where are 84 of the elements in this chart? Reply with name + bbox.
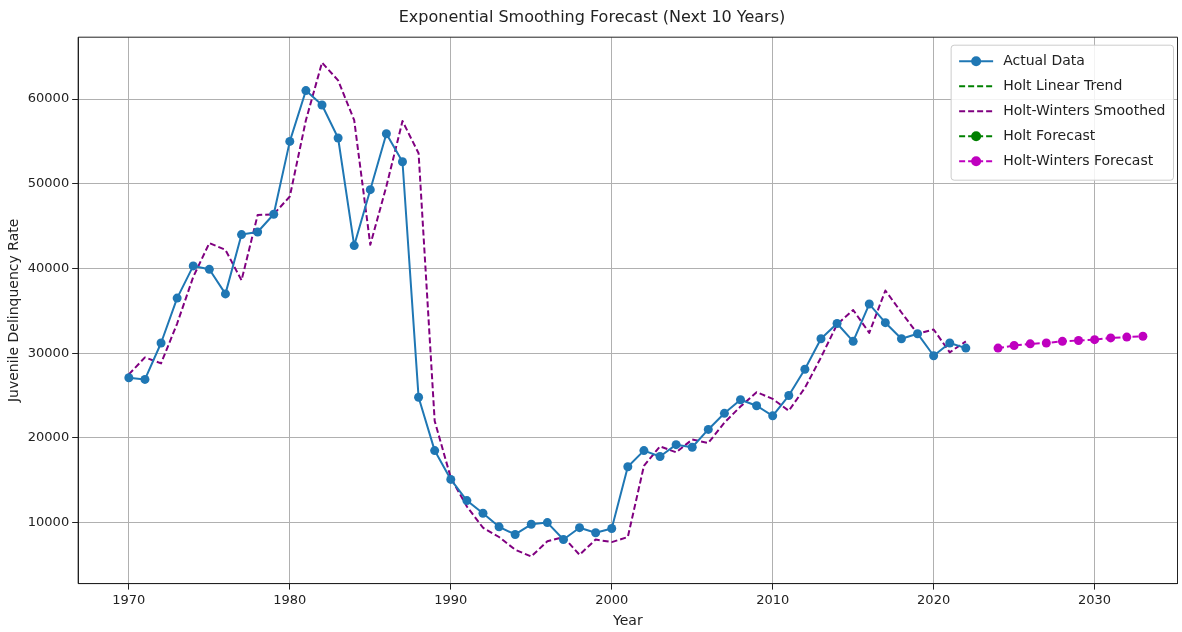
x-tick-label: 2020 — [917, 591, 951, 607]
point — [913, 329, 923, 339]
x-tick-label: 1990 — [434, 591, 468, 607]
y-axis-title: Juvenile Delinquency Rate — [5, 218, 22, 404]
legend-label: Holt-Winters Smoothed — [1003, 101, 1166, 118]
point — [301, 86, 311, 96]
point — [752, 401, 762, 411]
y-tick-label: 60000 — [27, 90, 70, 106]
point — [687, 442, 697, 452]
point — [896, 334, 906, 344]
point — [1074, 335, 1084, 345]
point — [880, 318, 890, 328]
legend-label: Holt-Winters Forecast — [1003, 151, 1154, 168]
point — [719, 408, 729, 418]
point — [1041, 338, 1051, 348]
point — [703, 424, 713, 434]
y-tick-label: 40000 — [27, 259, 70, 275]
point — [140, 374, 150, 384]
point — [961, 343, 971, 353]
x-axis-title: Year — [612, 612, 643, 629]
point — [414, 392, 424, 402]
point — [1057, 336, 1067, 346]
point — [494, 522, 504, 532]
point — [188, 261, 198, 271]
y-tick-label: 20000 — [27, 429, 70, 445]
point — [365, 185, 375, 195]
point — [204, 264, 214, 274]
legend-label: Holt Linear Trend — [1003, 76, 1123, 93]
point — [1122, 332, 1132, 342]
x-tick-label: 1980 — [273, 591, 307, 607]
point — [1009, 341, 1019, 351]
point — [1025, 339, 1035, 349]
point — [317, 100, 327, 110]
point — [784, 391, 794, 401]
point — [864, 299, 874, 309]
point — [220, 289, 230, 299]
x-tick-label: 1970 — [112, 591, 146, 607]
y-tick-label: 50000 — [27, 175, 70, 191]
point — [655, 452, 665, 462]
point — [237, 230, 247, 240]
point — [607, 524, 617, 534]
point — [736, 395, 745, 405]
y-tick-label: 30000 — [27, 344, 70, 360]
point — [172, 293, 182, 303]
x-tick-label: 2000 — [595, 591, 629, 607]
point — [269, 209, 279, 219]
point — [1106, 333, 1116, 343]
point — [929, 351, 939, 361]
point — [124, 373, 134, 383]
point — [832, 319, 842, 329]
point — [558, 535, 568, 545]
point — [462, 496, 472, 506]
point — [285, 136, 295, 146]
point — [1090, 335, 1100, 345]
point — [575, 523, 585, 533]
point — [639, 446, 649, 456]
x-tick-label: 2030 — [1078, 591, 1112, 607]
point — [349, 241, 359, 251]
legend-label: Holt Forecast — [1003, 126, 1096, 143]
point — [591, 528, 601, 538]
point — [768, 411, 778, 421]
point — [430, 446, 440, 456]
point — [156, 338, 166, 348]
point — [816, 334, 826, 344]
point — [478, 508, 488, 518]
legend-label: Actual Data — [1003, 51, 1085, 68]
point — [671, 440, 681, 450]
point — [510, 529, 520, 539]
point — [800, 364, 810, 374]
point — [993, 343, 1003, 353]
x-tick-label: 2010 — [756, 591, 790, 607]
point — [253, 227, 263, 237]
point — [397, 157, 407, 167]
point — [333, 133, 343, 143]
point — [945, 338, 955, 348]
point — [381, 129, 391, 139]
point — [526, 519, 536, 529]
point — [542, 518, 552, 528]
y-tick-label: 10000 — [27, 513, 70, 529]
point — [446, 474, 456, 484]
point — [623, 462, 633, 472]
point — [848, 336, 858, 346]
chart-title: Exponential Smoothing Forecast (Next 10 Years) — [398, 6, 786, 26]
point — [1138, 331, 1148, 341]
